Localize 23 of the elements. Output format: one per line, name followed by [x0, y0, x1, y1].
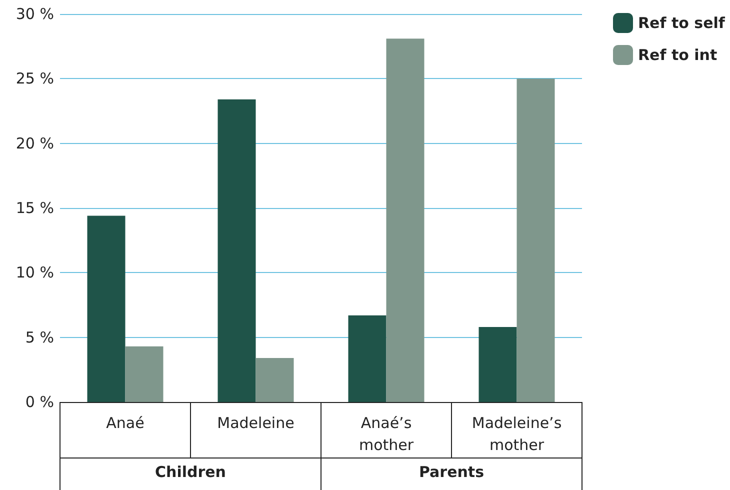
x-tick-label: Madeleine’s mother — [472, 414, 562, 454]
y-tick-label: 5 % — [25, 328, 54, 346]
y-tick-label: 20 % — [16, 134, 54, 152]
legend-label: Ref to self — [638, 14, 726, 32]
bar — [516, 78, 555, 402]
x-tick-label: Anaé’s mother — [358, 414, 414, 454]
text: Children — [155, 463, 226, 481]
bar — [256, 358, 294, 402]
bar — [87, 216, 126, 402]
y-tick-label: 0 % — [25, 393, 54, 411]
legend-label: Ref to int — [638, 46, 718, 64]
bar — [125, 346, 164, 402]
bar — [386, 38, 424, 402]
text: Parents — [418, 463, 484, 481]
x-tick-label: Madeleine — [217, 414, 294, 432]
y-tick-label: 25 % — [16, 70, 54, 88]
bar — [218, 99, 256, 402]
y-tick-label: 10 % — [16, 264, 54, 282]
y-tick-label: 30 % — [16, 5, 54, 23]
y-tick-label: 15 % — [16, 199, 54, 217]
x-tick-label: Anaé — [106, 414, 144, 432]
bar — [478, 326, 517, 402]
bar — [348, 315, 386, 402]
